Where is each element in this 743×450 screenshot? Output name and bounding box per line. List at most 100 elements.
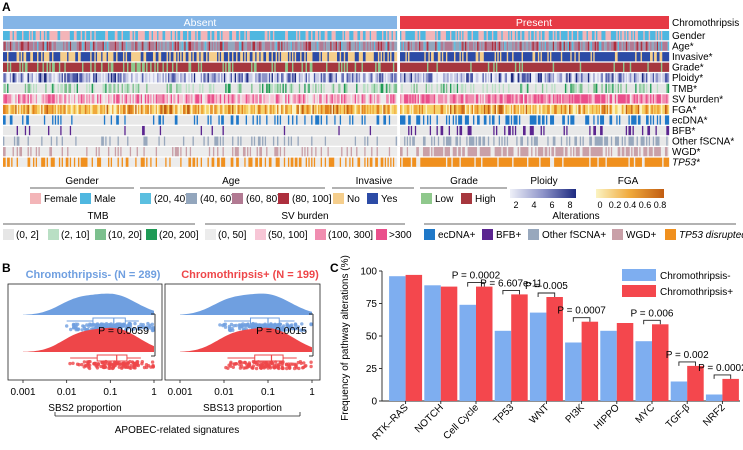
heat-cell [509, 104, 511, 115]
heat-cell [208, 147, 211, 157]
heat-cell [182, 41, 185, 51]
heat-cell [281, 115, 289, 125]
heat-cell [443, 94, 445, 104]
heat-cell [34, 104, 38, 115]
heat-cell [466, 83, 471, 93]
heat-cell [539, 157, 541, 167]
heat-cell [343, 52, 346, 62]
heat-cell [256, 41, 260, 51]
heat-cell [548, 147, 551, 157]
neg-point [118, 323, 123, 328]
heat-cell [508, 52, 513, 62]
heat-cell [428, 83, 430, 93]
bar-pos [652, 324, 669, 401]
heat-cell [477, 115, 480, 125]
heat-cell [57, 83, 60, 93]
heat-cell [122, 94, 125, 104]
heat-cell [373, 94, 376, 104]
heat-cell [520, 62, 522, 72]
heat-cell [207, 52, 210, 62]
heat-cell [502, 104, 505, 115]
heat-cell [124, 52, 126, 62]
heat-cell [376, 94, 380, 104]
heat-cell [388, 94, 391, 104]
heat-cell [311, 104, 313, 115]
heat-cell [629, 62, 632, 72]
heat-cell [54, 157, 60, 167]
heat-cell [564, 147, 568, 157]
heat-cell [517, 147, 520, 157]
heat-cell [357, 73, 359, 83]
heat-cell [654, 136, 656, 146]
heat-cell [384, 52, 388, 62]
heat-cell [272, 136, 275, 146]
heat-cell [365, 136, 368, 146]
heat-cell [137, 73, 141, 83]
heat-cell [502, 147, 507, 157]
heat-cell [377, 41, 380, 51]
heat-cell [589, 83, 594, 93]
heat-cell [188, 31, 192, 41]
heat-cell [161, 52, 167, 62]
heat-cell [157, 157, 166, 167]
heat-cell [494, 94, 497, 104]
heat-cell [241, 136, 252, 146]
heat-cell [382, 31, 384, 41]
heat-cell [362, 104, 365, 115]
heat-cell [647, 83, 651, 93]
heat-cell [139, 83, 147, 93]
heat-cell [579, 62, 582, 72]
heat-cell [13, 73, 16, 83]
heat-cell [448, 94, 451, 104]
heat-cell [196, 104, 199, 115]
heat-cell [647, 62, 649, 72]
heat-cell [32, 41, 35, 51]
heat-cell [556, 104, 562, 115]
heat-cell [545, 83, 548, 93]
group-absent-bar [3, 16, 397, 29]
heat-cell [376, 147, 379, 157]
heat-cell [408, 52, 410, 62]
heat-cell [330, 73, 332, 83]
heat-cell [567, 115, 570, 125]
pos-point [103, 365, 108, 369]
heat-cell [567, 31, 570, 41]
heat-cell [312, 31, 316, 41]
heat-cell [20, 52, 23, 62]
heat-cell [122, 62, 125, 72]
heat-cell [350, 94, 353, 104]
heat-cell [436, 115, 438, 125]
heat-cell [43, 31, 46, 41]
heat-cell [30, 94, 32, 104]
heat-cell [193, 41, 196, 51]
heat-cell [587, 31, 593, 41]
pos-point [86, 363, 90, 367]
heat-cell [425, 104, 428, 115]
heat-cell [247, 115, 253, 125]
heat-cell [23, 52, 27, 62]
heat-cell [379, 94, 381, 104]
heat-cell [223, 147, 233, 157]
neg-point [223, 325, 228, 329]
heat-cell [47, 41, 50, 51]
heat-cell [525, 83, 528, 93]
row-label-chromothripsis: Chromothripsis [672, 18, 739, 29]
heat-cell [240, 31, 245, 41]
heat-cell [462, 73, 466, 83]
heat-cell [477, 104, 479, 115]
heat-cell [315, 31, 319, 41]
pos-point [151, 365, 155, 369]
heat-cell [656, 52, 660, 62]
heat-cell [479, 41, 482, 51]
heat-cell [410, 136, 413, 146]
heat-cell [140, 52, 144, 62]
heat-cell [315, 73, 320, 83]
heat-cell [662, 52, 670, 62]
heat-cell [408, 115, 411, 125]
heat-cell [266, 104, 268, 115]
heat-cell [543, 94, 547, 104]
heat-cell [416, 83, 418, 93]
heat-cell [641, 157, 645, 167]
heat-cell [128, 104, 130, 115]
